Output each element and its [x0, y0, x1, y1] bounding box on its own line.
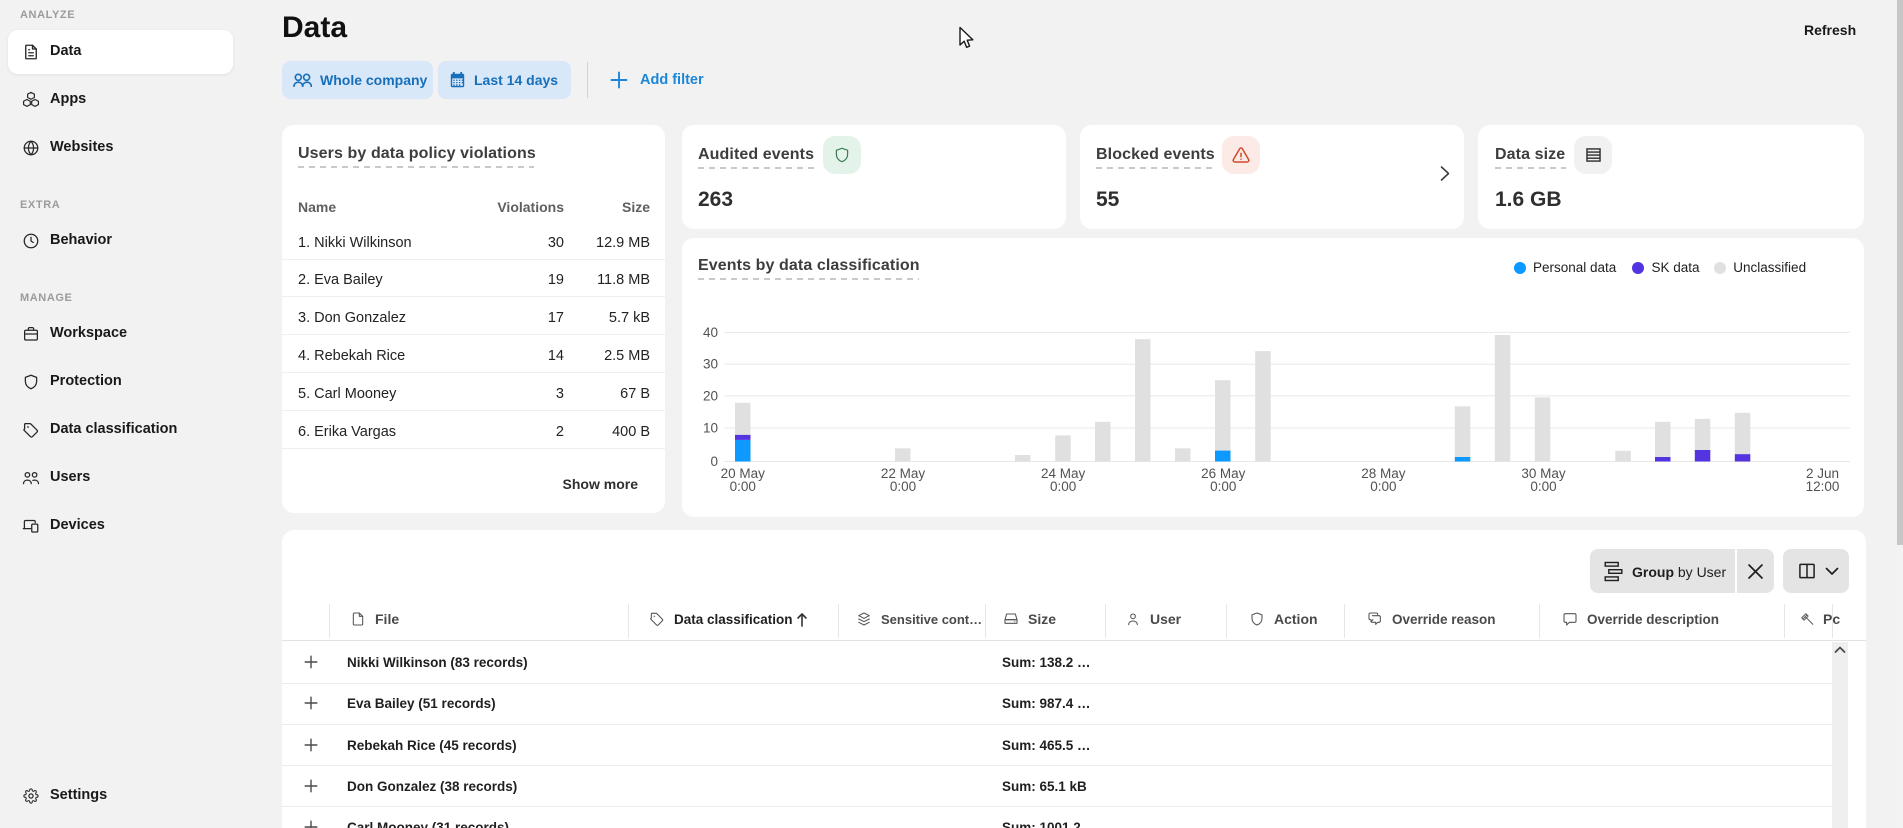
svg-text:10: 10 — [703, 421, 718, 436]
svg-text:30 May: 30 May — [1521, 466, 1566, 481]
svg-text:24 May: 24 May — [1041, 466, 1086, 481]
svg-text:0:00: 0:00 — [1050, 479, 1076, 494]
svg-text:0:00: 0:00 — [1370, 479, 1396, 494]
svg-text:0:00: 0:00 — [1210, 479, 1236, 494]
svg-text:0: 0 — [710, 454, 718, 469]
svg-text:20 May: 20 May — [721, 466, 766, 481]
svg-text:0:00: 0:00 — [890, 479, 916, 494]
svg-text:22 May: 22 May — [881, 466, 926, 481]
svg-text:0:00: 0:00 — [1530, 479, 1556, 494]
svg-text:40: 40 — [703, 325, 718, 340]
svg-text:2 Jun: 2 Jun — [1806, 466, 1839, 481]
svg-text:12:00: 12:00 — [1806, 479, 1840, 494]
svg-text:26 May: 26 May — [1201, 466, 1246, 481]
svg-text:28 May: 28 May — [1361, 466, 1406, 481]
svg-text:30: 30 — [703, 357, 718, 372]
svg-text:20: 20 — [703, 388, 718, 403]
svg-text:0:00: 0:00 — [730, 479, 756, 494]
